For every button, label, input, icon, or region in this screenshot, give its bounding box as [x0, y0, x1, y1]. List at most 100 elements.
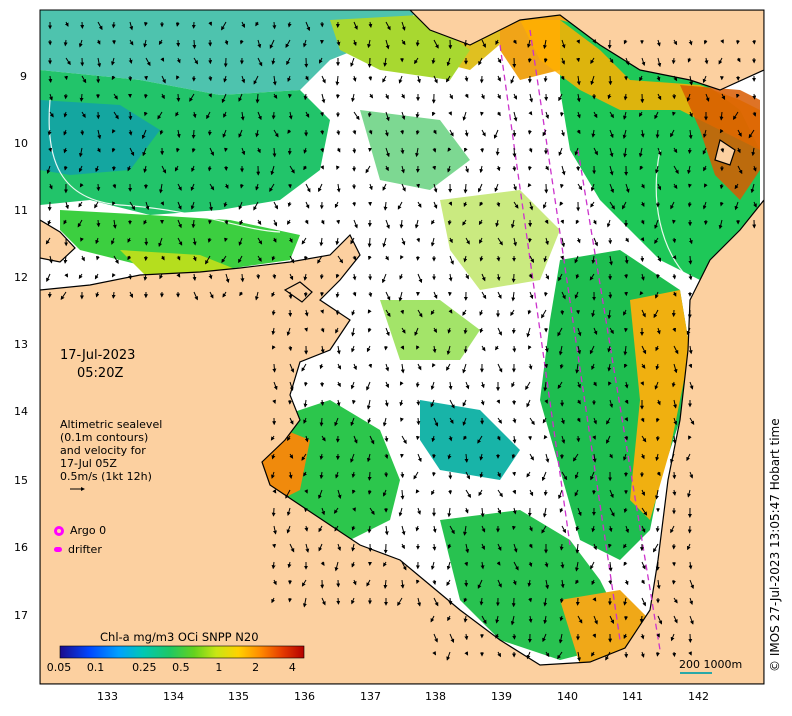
velocity-arrow: [354, 202, 355, 206]
velocity-arrow: [305, 382, 306, 386]
velocity-arrow: [545, 292, 546, 296]
lat-tick: 14: [14, 405, 28, 418]
velocity-arrow: [66, 76, 67, 79]
lat-tick: 13: [14, 338, 28, 351]
lat-tick: 15: [14, 474, 28, 487]
colorbar-tick: 0.5: [172, 661, 190, 674]
velocity-arrow: [194, 40, 195, 48]
velocity-arrow: [418, 184, 419, 187]
velocity-arrow: [690, 148, 691, 153]
velocity-arrow: [321, 418, 322, 426]
lat-tick: 17: [14, 609, 28, 622]
velocity-arrow: [481, 112, 482, 115]
velocity-arrow: [402, 472, 403, 477]
velocity-arrow: [113, 22, 114, 27]
lon-tick: 142: [688, 690, 709, 703]
scale-label: 200 1000m: [679, 658, 742, 671]
velocity-arrow: [674, 652, 675, 656]
velocity-arrow: [338, 220, 339, 223]
velocity-arrow: [274, 508, 275, 516]
velocity-arrow: [514, 472, 515, 475]
velocity-arrow: [130, 112, 131, 119]
velocity-arrow: [417, 40, 418, 46]
lon-tick: 141: [622, 690, 643, 703]
velocity-arrow: [561, 544, 562, 550]
colorbar-title: Chl-a mg/m3 OCi SNPP N20: [100, 630, 259, 644]
velocity-arrow: [321, 274, 322, 278]
lat-tick: 10: [14, 137, 28, 150]
map-time: 05:20Z: [77, 366, 123, 381]
map-date: 17-Jul-2023: [60, 348, 135, 363]
velocity-arrow: [274, 22, 275, 28]
velocity-arrow: [81, 94, 82, 101]
velocity-arrow: [130, 274, 131, 279]
velocity-arrow: [546, 364, 547, 367]
velocity-arrow: [145, 22, 146, 25]
velocity-arrow: [257, 94, 258, 103]
velocity-arrow: [497, 148, 498, 155]
velocity-arrow: [465, 40, 466, 46]
velocity-arrow: [450, 472, 451, 479]
velocity-arrow: [322, 130, 323, 134]
velocity-arrow: [545, 490, 546, 495]
velocity-arrow: [465, 346, 466, 352]
velocity-arrow: [674, 274, 675, 279]
velocity-arrow: [370, 58, 371, 67]
velocity-arrow: [306, 508, 307, 511]
velocity-arrow: [322, 112, 323, 116]
velocity-arrow: [274, 544, 275, 547]
argo-label: Argo 0: [70, 524, 106, 537]
velocity-arrow: [322, 400, 323, 405]
lon-tick: 133: [97, 690, 118, 703]
velocity-arrow: [146, 94, 147, 98]
velocity-arrow: [402, 490, 403, 499]
lat-tick: 9: [20, 70, 27, 83]
lat-tick: 12: [14, 271, 28, 284]
velocity-arrow: [193, 130, 194, 138]
colorbar: [60, 646, 304, 658]
velocity-arrow: [610, 76, 611, 84]
lon-tick: 134: [163, 690, 184, 703]
velocity-arrow: [465, 184, 466, 193]
velocity-arrow: [514, 130, 515, 136]
velocity-arrow: [674, 472, 675, 478]
velocity-arrow: [273, 112, 274, 119]
velocity-arrow: [418, 418, 419, 424]
imos-credit: © IMOS 27-Jul-2023 13:05:47 Hobart time: [768, 418, 782, 672]
velocity-arrow: [434, 472, 435, 476]
velocity-arrow: [402, 130, 403, 134]
velocity-arrow: [673, 58, 674, 63]
velocity-arrow: [209, 166, 210, 171]
velocity-arrow: [353, 400, 354, 403]
velocity-arrow: [561, 598, 562, 602]
velocity-arrow: [225, 148, 226, 151]
velocity-arrow: [642, 256, 643, 261]
drifter-label: drifter: [68, 543, 102, 556]
velocity-arrow: [369, 472, 370, 480]
velocity-arrow: [50, 76, 51, 82]
velocity-arrow: [514, 634, 515, 639]
velocity-arrow: [305, 256, 306, 260]
velocity-arrow: [578, 436, 579, 441]
velocity-arrow: [113, 292, 114, 298]
velocity-arrow: [529, 166, 530, 170]
velocity-arrow: [689, 184, 690, 187]
velocity-arrow: [562, 112, 563, 116]
lon-tick: 137: [360, 690, 381, 703]
velocity-arrow: [434, 544, 435, 550]
velocity-arrow: [450, 598, 451, 604]
velocity-arrow: [513, 526, 514, 529]
velocity-arrow: [578, 58, 579, 61]
velocity-arrow: [562, 310, 563, 314]
velocity-arrow: [418, 400, 419, 405]
velocity-arrow: [738, 40, 739, 44]
velocity-arrow: [274, 148, 275, 156]
lon-tick: 135: [228, 690, 249, 703]
velocity-arrow: [674, 238, 675, 242]
velocity-arrow: [514, 166, 515, 171]
altimetry-legend-line: (0.1m contours): [60, 431, 148, 444]
velocity-arrow: [98, 184, 99, 190]
lat-tick: 11: [14, 204, 28, 217]
velocity-arrow: [529, 130, 530, 134]
velocity-arrow: [274, 364, 275, 372]
